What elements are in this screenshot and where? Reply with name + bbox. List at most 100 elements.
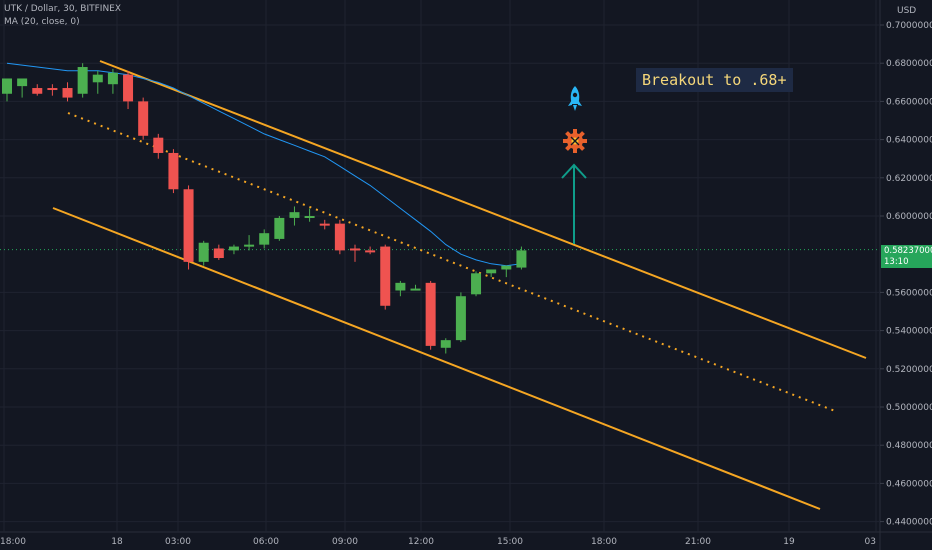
candle-body — [380, 246, 391, 306]
candle-body — [138, 101, 149, 136]
candle — [123, 70, 134, 110]
candle-body — [425, 282, 436, 346]
candle — [334, 219, 345, 255]
x-tick-label: 15:00 — [497, 537, 523, 547]
candle-body — [410, 288, 421, 291]
candle — [47, 84, 58, 96]
candle — [17, 78, 28, 98]
time-axis[interactable]: 18:00 18 03:00 06:00 09:00 12:00 15:00 18:00 21:… — [0, 537, 876, 547]
candle — [516, 246, 527, 270]
candle-body — [244, 244, 255, 247]
x-tick-label: 03 — [865, 537, 876, 547]
candle — [62, 82, 73, 102]
candle-body — [153, 137, 164, 153]
candle — [274, 216, 285, 241]
candle-body — [213, 248, 224, 259]
candle-body — [289, 212, 300, 218]
symbol-legend[interactable]: UTK / Dollar, 30, BITFINEX — [4, 4, 122, 14]
candle-body — [168, 152, 179, 190]
candle — [365, 246, 376, 255]
countdown-label: 13:10 — [881, 256, 932, 268]
candles — [2, 63, 527, 354]
candle-body — [17, 78, 28, 87]
candle — [319, 219, 330, 230]
candle-body — [198, 242, 209, 262]
currency-label: USD — [897, 6, 916, 16]
x-tick-label: 18 — [111, 537, 123, 547]
candle-body — [334, 223, 345, 251]
candle-body — [440, 340, 451, 348]
candle-body — [395, 282, 406, 291]
candle — [77, 63, 88, 98]
candle-body — [123, 74, 134, 102]
candle — [244, 235, 255, 251]
candle — [153, 133, 164, 159]
candle — [304, 208, 315, 222]
x-tick-label: 18:00 — [0, 537, 26, 547]
candle — [2, 78, 12, 102]
x-tick-label: 21:00 — [685, 537, 711, 547]
candle-body — [486, 269, 497, 274]
x-tick-label: 12:00 — [408, 537, 434, 547]
candle — [289, 206, 300, 226]
trend-channel[interactable] — [52, 60, 867, 510]
current-price-label: 0.58237000 — [881, 245, 932, 257]
ma-legend[interactable]: MA (20, close, 0) — [4, 17, 80, 27]
candle — [349, 244, 360, 262]
candle-body — [501, 265, 512, 270]
candle — [213, 244, 224, 260]
candle — [440, 338, 451, 354]
candle-body — [92, 74, 103, 83]
breakout-arrow[interactable] — [561, 163, 587, 244]
candle-body — [183, 189, 194, 262]
channel-lower-line — [52, 207, 821, 510]
candle — [92, 70, 103, 94]
ma-line — [6, 62, 522, 267]
candle-body — [259, 233, 270, 245]
rocket-icon — [568, 86, 582, 111]
candle-body — [349, 248, 360, 251]
candle — [259, 229, 270, 249]
moving-average — [6, 62, 522, 267]
x-tick-label: 06:00 — [253, 537, 279, 547]
channel-midline — [67, 112, 836, 412]
candle — [228, 244, 239, 255]
candle — [183, 185, 194, 270]
candle-body — [516, 250, 527, 268]
arrow-head — [561, 163, 587, 179]
x-tick-label: 19 — [783, 537, 795, 547]
candle — [455, 292, 466, 343]
candle — [501, 265, 512, 278]
candle-body — [47, 88, 58, 91]
candle — [32, 84, 43, 96]
candle — [107, 68, 118, 94]
candle — [425, 280, 436, 350]
x-tick-label: 09:00 — [332, 537, 358, 547]
candle-body — [77, 67, 88, 94]
candle-body — [365, 250, 376, 253]
breakout-annotation[interactable]: Breakout to .68+ — [636, 68, 793, 92]
gear-icon — [563, 129, 587, 153]
candle — [410, 284, 421, 291]
candle-body — [2, 78, 12, 94]
candle-body — [304, 216, 315, 218]
candle-body — [62, 88, 73, 98]
x-tick-label: 03:00 — [165, 537, 191, 547]
candle — [138, 97, 149, 140]
candle — [168, 149, 179, 194]
candle-body — [471, 273, 482, 295]
